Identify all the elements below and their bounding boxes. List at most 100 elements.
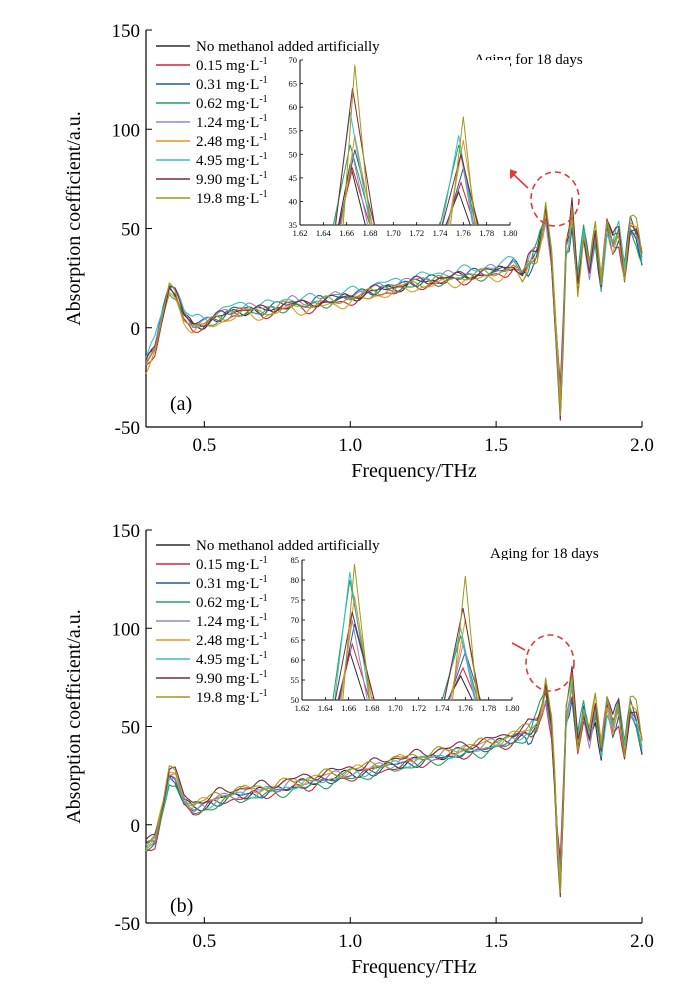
inset-peak-line [450, 116, 476, 226]
legend-label: 0.31 mg·L-1 [196, 574, 268, 592]
y-tick-label: 50 [121, 718, 140, 739]
panel-b: 150 100 50 0 -50 0.5 1.0 1.5 2.0 Frequency/THz Abs… [63, 521, 654, 978]
inset-x-tick-label: 1.62 [293, 228, 308, 238]
legend-label: 4.95 mg·L-1 [196, 650, 268, 668]
inset-y-tick-label: 35 [289, 220, 298, 230]
y-tick-label: 50 [121, 220, 140, 241]
inset-y-tick-label: 55 [291, 675, 300, 685]
legend-label: 0.15 mg·L-1 [196, 555, 268, 573]
inset-peak-line [334, 571, 370, 701]
x-tick-label: 1.5 [484, 931, 508, 952]
inset-x-tick-label: 1.74 [435, 703, 451, 713]
y-tick-label: 150 [112, 521, 141, 542]
inset-y-tick-label: 75 [291, 595, 300, 605]
series-line [145, 696, 643, 860]
inset-x-tick-label: 1.80 [503, 228, 518, 238]
inset-y-tick-label: 65 [291, 635, 300, 645]
legend-label: 19.8 mg·L-1 [196, 688, 268, 706]
inset-peak-line [342, 563, 371, 701]
inset-x-tick-label: 1.62 [295, 703, 310, 713]
legend-label-exponent: -1 [259, 650, 267, 661]
inset-y-tick-label: 50 [289, 149, 298, 159]
inset-x-tick-label: 1.78 [479, 228, 494, 238]
inset-x-tick-label: 1.72 [409, 228, 424, 238]
aging-annotation: Aging for 18 days [490, 546, 599, 562]
inset-y-tick-label: 45 [289, 173, 298, 183]
x-tick-label: 2.0 [630, 435, 654, 456]
inset-x-tick-label: 1.78 [481, 703, 496, 713]
inset-y-tick-label: 70 [291, 615, 300, 625]
inset-x-tick-label: 1.76 [456, 228, 471, 238]
inset-x-tick-label: 1.72 [411, 703, 426, 713]
legend-label: No methanol added artificially [196, 39, 380, 55]
panel-label: (a) [170, 393, 192, 415]
panel-label: (b) [170, 895, 193, 917]
legend-label: 9.90 mg·L-1 [196, 669, 268, 687]
legend-label-exponent: -1 [259, 94, 267, 105]
series-line [145, 674, 643, 894]
series-lines [145, 665, 643, 898]
y-tick-label: 0 [131, 319, 141, 340]
y-tick-label: 100 [112, 619, 141, 640]
series-line [145, 210, 643, 407]
x-tick-label: 0.5 [192, 931, 216, 952]
legend-label-exponent: -1 [259, 688, 267, 699]
inset-x-tick-label: 1.66 [339, 228, 354, 238]
inset-y-tick-label: 60 [289, 102, 298, 112]
inset-y-tick-label: 85 [291, 555, 300, 565]
inset-y-tick-label: 70 [289, 55, 298, 65]
legend-label: 0.62 mg·L-1 [196, 94, 268, 112]
x-axis-label: Frequency/THz [351, 460, 477, 482]
x-tick-label: 0.5 [192, 435, 216, 456]
legend-label-exponent: -1 [259, 170, 267, 181]
legend-label-exponent: -1 [259, 151, 267, 162]
inset-y-tick-label: 40 [289, 196, 298, 206]
inset-background [302, 560, 512, 700]
inset-y-tick-label: 55 [289, 126, 298, 136]
inset-y-tick-label: 50 [291, 695, 300, 705]
inset-x-tick-label: 1.74 [433, 228, 449, 238]
inset-x-tick-label: 1.76 [458, 703, 473, 713]
legend-label-exponent: -1 [259, 189, 267, 200]
legend-label-exponent: -1 [259, 113, 267, 124]
legend-label: 9.90 mg·L-1 [196, 170, 268, 188]
y-axis-label: Absorption coefficient/a.u. [63, 609, 85, 824]
inset-peak-line [452, 575, 478, 701]
inset-plot: 85 80 75 70 65 60 55 501.62 1.64 1.66 1.68 1.70 1.72… [291, 555, 520, 713]
legend-label: 0.15 mg·L-1 [196, 56, 268, 74]
x-tick-label: 1.5 [484, 435, 508, 456]
inset-x-tick-label: 1.66 [341, 703, 356, 713]
inset-x-tick-label: 1.68 [365, 703, 380, 713]
legend-label: 0.31 mg·L-1 [196, 75, 268, 93]
inset-peak-line [342, 64, 371, 226]
series-lines [145, 197, 643, 421]
legend-label-exponent: -1 [259, 612, 267, 623]
inset-y-tick-label: 60 [291, 655, 300, 665]
inset-peak-line [441, 135, 475, 226]
legend-label: 1.24 mg·L-1 [196, 113, 268, 131]
legend-label-exponent: -1 [259, 593, 267, 604]
inset-plot: 70 65 60 55 50 45 40 351.62 1.64 1.66 1.68 1.70 1.72… [289, 55, 518, 238]
highlight-ellipse [525, 634, 575, 692]
y-tick-label: -50 [115, 914, 140, 935]
inset-x-tick-label: 1.64 [318, 703, 334, 713]
x-axis-label: Frequency/THz [351, 956, 477, 978]
legend-label-exponent: -1 [259, 132, 267, 143]
legend-label: 19.8 mg·L-1 [196, 189, 268, 207]
legend-label-exponent: -1 [259, 75, 267, 86]
inset-y-tick-label: 80 [291, 575, 300, 585]
inset-x-tick-label: 1.70 [388, 703, 403, 713]
inset-y-tick-label: 65 [289, 79, 298, 89]
inset-x-tick-label: 1.64 [316, 228, 332, 238]
x-tick-label: 2.0 [630, 931, 654, 952]
y-tick-label: 150 [112, 21, 141, 42]
y-tick-label: 100 [112, 120, 141, 141]
x-tick-label: 1.0 [338, 435, 362, 456]
panels-root: 150 100 50 0 -50 0.5 1.0 1.5 2.0 Frequency/THz Abs… [63, 21, 654, 978]
panel-a: 150 100 50 0 -50 0.5 1.0 1.5 2.0 Frequency/THz Abs… [63, 21, 654, 482]
inset-peak-line [439, 144, 477, 226]
highlight-ellipse [530, 171, 580, 227]
